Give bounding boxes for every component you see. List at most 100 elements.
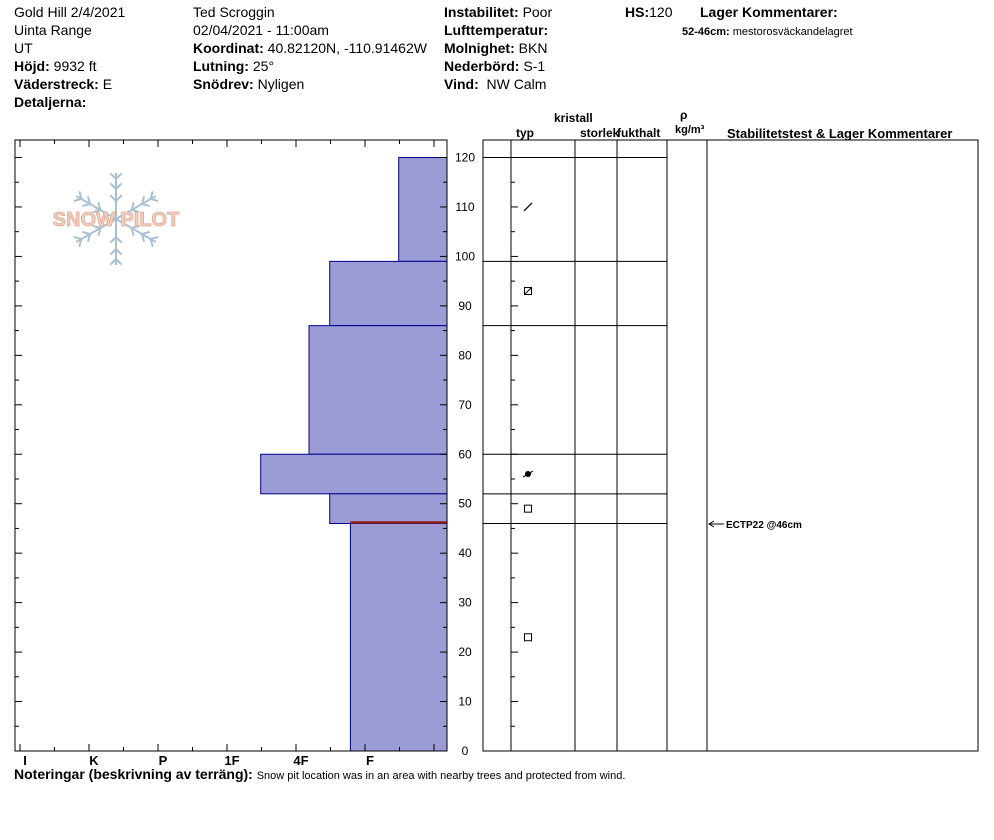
flake-branch: [131, 209, 140, 214]
flake-branch: [115, 194, 123, 202]
col-stability: Stabilitetstest & Lager Kommentarer: [727, 126, 953, 141]
height-label-90: 90: [458, 299, 472, 313]
flake-branch: [78, 238, 83, 247]
hardness-label-K: K: [89, 753, 99, 768]
stability-tests: ECTP22 @46cm: [708, 520, 802, 531]
air-temperature: Lufttemperatur:: [444, 22, 549, 38]
flake-branch: [109, 182, 117, 190]
aspect: Väderstreck: E: [14, 76, 113, 92]
height-label-30: 30: [458, 596, 472, 610]
flake-arm: [75, 195, 117, 220]
flake-arm: [75, 218, 117, 243]
height-label-50: 50: [458, 497, 472, 511]
col-moisture: fukthalt: [617, 126, 661, 140]
height-label-100: 100: [455, 249, 475, 263]
flake-branch: [141, 196, 146, 205]
height-label-80: 80: [458, 348, 472, 362]
grain-faceted-icon: [524, 633, 532, 642]
flake-branch: [109, 172, 117, 180]
hardness-label-4F: 4F: [293, 753, 308, 768]
details-label: Detaljerna:: [14, 94, 87, 110]
flake-branch: [115, 258, 123, 266]
flake-branch: [130, 202, 135, 211]
notes: Noteringar (beskrivning av terräng): Sno…: [14, 766, 626, 782]
flake-branch: [78, 191, 83, 200]
wind: Vind: NW Calm: [444, 76, 547, 92]
wind-loading: Snödrev: Nyligen: [193, 76, 305, 92]
flake-branch: [109, 194, 117, 202]
flake-branch: [73, 198, 82, 203]
flake-arm: [115, 218, 157, 243]
flake-branch: [115, 182, 123, 190]
layer-bar-1: [329, 260, 448, 327]
elevation: Höjd: 9932 ft: [14, 58, 97, 74]
grain-decomposing-icon: [523, 202, 533, 212]
flake-branch: [115, 236, 123, 244]
flake-branch: [109, 236, 117, 244]
flake-branch: [150, 198, 159, 203]
layer-bar-0: [398, 157, 448, 262]
layer-comment: 52-46cm: mestorosväckandelagret: [682, 26, 853, 38]
height-label-60: 60: [458, 447, 472, 461]
flake-branch: [149, 191, 154, 200]
layer-table-frame: [482, 139, 979, 752]
col-size: storlek: [580, 126, 620, 140]
flake-branch: [141, 203, 150, 208]
flake-branch: [82, 230, 91, 235]
observer: Ted Scroggin: [193, 4, 275, 20]
snowflake-icon: [73, 172, 159, 266]
flake-branch: [97, 227, 102, 236]
flake-branch: [141, 233, 146, 242]
layer-comments-title: Lager Kommentarer:: [700, 4, 838, 20]
precipitation: Nederbörd: S-1: [444, 58, 546, 74]
hardness-label-F: F: [366, 753, 374, 768]
state: UT: [14, 40, 33, 56]
flake-branch: [92, 224, 101, 229]
flake-branch: [150, 235, 159, 240]
col-type: typ: [516, 126, 534, 140]
layer-bar-3: [260, 453, 448, 495]
flake-branch: [73, 235, 82, 240]
height-label-40: 40: [458, 546, 472, 560]
height-label-0: 0: [462, 744, 469, 758]
grain-symbols: [522, 202, 534, 642]
snow-height: HS:120: [625, 4, 673, 20]
flake-branch: [86, 196, 91, 205]
col-crystal: kristall: [554, 111, 593, 125]
hardness-frame: [14, 139, 448, 752]
instability: Instabilitet: Poor: [444, 4, 553, 20]
height-label-20: 20: [458, 645, 472, 659]
logo-text: SNOW PILOT: [53, 209, 180, 231]
flake-branch: [130, 227, 135, 236]
flake-branch: [92, 209, 101, 214]
layer-table: [483, 140, 708, 752]
datetime: 02/04/2021 - 11:00am: [193, 22, 329, 38]
grain-faceted-icon: [524, 504, 532, 513]
layer-bar-4: [329, 493, 448, 524]
sky-cover: Molnighet: BKN: [444, 40, 548, 56]
height-label-70: 70: [458, 398, 472, 412]
flake-branch: [86, 233, 91, 242]
flake-arm: [115, 195, 157, 220]
grain-faceted-rounded-icon: [524, 287, 532, 296]
stability-test-label-0: ECTP22 @46cm: [726, 520, 802, 531]
location-title: Gold Hill 2/4/2021: [14, 4, 126, 20]
mountain-range: Uinta Range: [14, 22, 92, 38]
flake-branch: [149, 238, 154, 247]
height-label-120: 120: [455, 151, 475, 165]
col-density: kg/m³: [675, 124, 705, 136]
layer-bar-5: [349, 522, 448, 752]
height-label-10: 10: [458, 695, 472, 709]
height-axis: 0 10 20 30 40 50 60 70 80 90 100 110 120: [15, 151, 475, 758]
flake-branch: [109, 248, 117, 256]
flake-branch: [115, 172, 123, 180]
hardness-label-I: I: [23, 753, 27, 768]
height-label-110: 110: [455, 200, 474, 214]
slope: Lutning: 25°: [193, 58, 275, 74]
coordinates: Koordinat: 40.82120N, -110.91462W: [193, 40, 427, 56]
grain-melt-freeze-icon: [522, 470, 534, 478]
flake-branch: [97, 202, 102, 211]
hardness-label-1F: 1F: [224, 753, 239, 768]
flake-branch: [141, 230, 150, 235]
